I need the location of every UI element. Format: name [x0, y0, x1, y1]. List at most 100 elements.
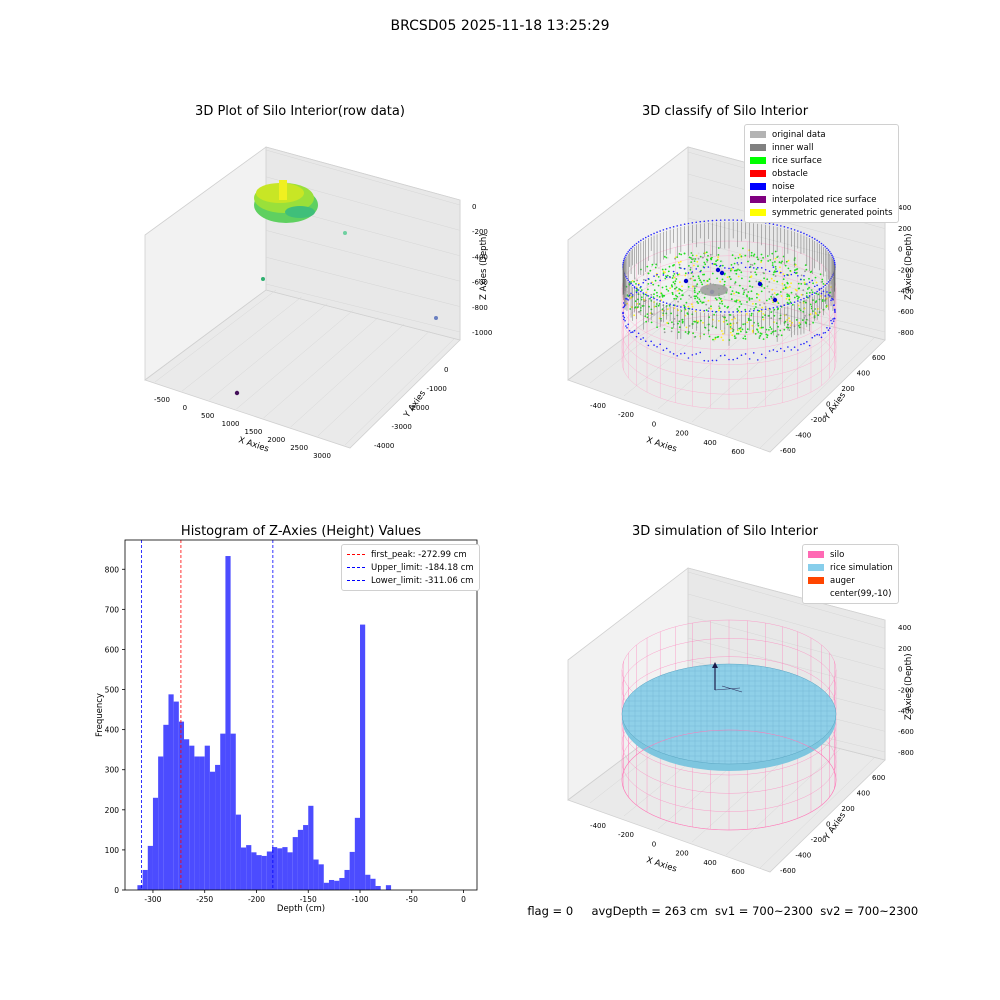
panel2-ztick: 200 [898, 225, 911, 233]
panel1-ytick: -4000 [374, 442, 394, 450]
panel1-ztick: -600 [472, 279, 488, 287]
panel1-xtick: 2500 [290, 444, 308, 452]
panel1-xtick: -500 [154, 396, 170, 404]
flag-text: flag = 0 [527, 904, 574, 918]
avg-depth-text: avgDepth = 263 cm [591, 904, 708, 918]
panel4-legend-entry: center(99,-10) [808, 587, 893, 600]
panel4-legend-entry: rice simulation [808, 561, 893, 574]
histogram-bar [240, 847, 247, 890]
panel1-ytick: -3000 [392, 423, 412, 431]
histogram-bar [349, 851, 355, 890]
panel2-classified-points [622, 219, 836, 362]
histogram-bar [225, 556, 231, 890]
panel2-ytick: 600 [872, 354, 885, 362]
panel1-ztick: -1000 [472, 329, 492, 337]
panel4-legend-label: silo [830, 549, 845, 560]
histogram-bar [194, 756, 200, 890]
panel4-xtick: 400 [703, 859, 716, 867]
histogram-bar [385, 885, 392, 890]
histogram-bar [334, 880, 340, 890]
panel2-ztick: 400 [898, 204, 911, 212]
panel2-xtick: -400 [590, 402, 606, 410]
panel4-xtick: 0 [652, 840, 656, 848]
panel2-legend-entry: obstacle [750, 167, 893, 180]
histogram-ytick-label: 300 [105, 766, 120, 775]
histogram-bar [158, 756, 164, 890]
panel2-legend-swatch [750, 183, 766, 190]
histogram-bar [246, 845, 252, 890]
histogram-ytick-label: 500 [105, 686, 120, 695]
panel1-ztick: -800 [472, 304, 488, 312]
panel1-xtick: 0 [183, 404, 187, 412]
histogram-legend-label: Upper_limit: -184.18 cm [371, 562, 474, 573]
panel4-legend-label: center(99,-10) [830, 588, 892, 599]
histogram-legend-entry: Upper_limit: -184.18 cm [347, 561, 474, 574]
panel4-xtick: -400 [590, 822, 606, 830]
panel2-ztick: -600 [898, 308, 914, 316]
histogram-bar [199, 756, 205, 890]
panel2-legend-swatch [750, 209, 766, 216]
panel2-ylabel: Y Axies [822, 390, 849, 422]
panel2-legend-entry: symmetric generated points [750, 206, 893, 219]
histogram-bar [215, 764, 221, 890]
panel4-zlabel: Z Axies (Depth) [904, 653, 914, 720]
panel4-ytick: 0 [826, 821, 830, 829]
panel2-ytick: -400 [795, 432, 811, 440]
histogram-bar [189, 745, 195, 890]
histogram-xtick-label: -250 [196, 895, 213, 904]
panel4-ytick: -400 [795, 852, 811, 860]
histogram-bar [360, 624, 366, 890]
panel1-outlier-point [434, 316, 438, 320]
panel2-ytick: 400 [857, 370, 870, 378]
panel4-auger [712, 662, 743, 693]
panel4-xtick: 200 [675, 850, 688, 858]
panel4-ztick: -600 [898, 728, 914, 736]
panel4-ztick: -400 [898, 707, 914, 715]
panel2-legend-label: rice surface [772, 155, 822, 166]
panel1-xtick: 1000 [222, 420, 240, 428]
histogram-bar [163, 724, 169, 890]
histogram-bar [256, 855, 262, 890]
panel4-ztick: 0 [898, 666, 902, 674]
histogram-ytick-label: 800 [105, 565, 120, 574]
histogram-bar [365, 874, 371, 890]
panel2-legend-label: inner wall [772, 142, 814, 153]
histogram-bar [308, 805, 314, 890]
histogram-bar [173, 701, 179, 890]
panel2-legend-swatch [750, 157, 766, 164]
panel4-silo-wireframe [621, 619, 837, 831]
panel1-xlabel: X Axies [237, 435, 270, 454]
histogram-bar [261, 855, 267, 890]
histogram-bar [297, 829, 304, 890]
histogram-ytick-label: 100 [105, 846, 120, 855]
panel2-legend-entry: original data [750, 128, 893, 141]
panel2-legend-label: interpolated rice surface [772, 194, 877, 205]
histogram-xtick-label: 0 [461, 895, 466, 904]
panel4-rice-simulation [621, 663, 837, 771]
panel1-rice-surface-blob [254, 180, 318, 223]
histogram-bar [323, 882, 329, 890]
panel2-legend-swatch [750, 131, 766, 138]
histogram-bar [137, 885, 143, 890]
panel4-ztick: -800 [898, 749, 914, 757]
panel2-ztick: -200 [898, 267, 914, 275]
histogram-xtick-label: -100 [351, 895, 368, 904]
histogram-legend-label: Lower_limit: -311.06 cm [371, 575, 474, 586]
histogram-legend-line [347, 554, 365, 555]
histogram-bar [354, 817, 361, 890]
histogram-bar [313, 859, 319, 890]
panel4-legend-label: auger [830, 575, 855, 586]
panel2-xtick: 400 [703, 439, 716, 447]
panel2-ztick: -800 [898, 329, 914, 337]
panel4-legend-entry: auger [808, 574, 893, 587]
histogram-bar [292, 837, 298, 890]
histogram-legend-line [347, 567, 365, 568]
histogram-bar [142, 869, 148, 890]
panel2-legend-entry: rice surface [750, 154, 893, 167]
histogram-ytick-label: 200 [105, 806, 120, 815]
histogram-bar [235, 814, 241, 890]
panel2-zlabel: Z Axies (Depth) [904, 233, 914, 300]
panel2-legend-label: noise [772, 181, 795, 192]
panel1-xtick: 3000 [313, 452, 331, 460]
panel4-ztick: 400 [898, 624, 911, 632]
